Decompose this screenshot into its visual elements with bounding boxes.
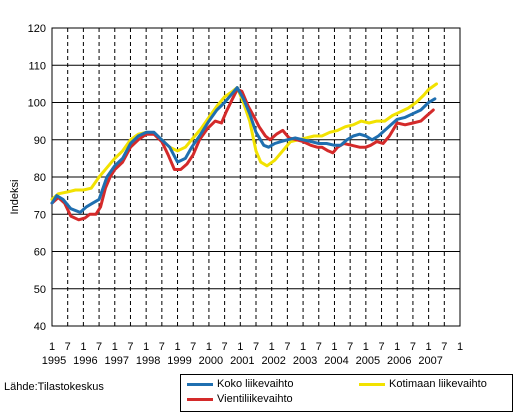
x-year-label: 2005 (356, 355, 380, 367)
series-line-vienti (50, 88, 435, 222)
x-month-label: 1 (300, 341, 306, 353)
y-tick-label: 50 (34, 284, 46, 296)
x-month-label: 7 (316, 341, 322, 353)
legend-item-koko: Koko liikevaihto (187, 378, 293, 390)
legend-label-koko: Koko liikevaihto (217, 378, 294, 390)
y-tick-label: 40 (34, 321, 46, 333)
legend-label-vienti: Vientiliikevaihto (217, 393, 293, 405)
x-year-label: 2007 (418, 355, 442, 367)
x-year-label: 2002 (261, 355, 285, 367)
series-line-koko (50, 86, 437, 214)
x-month-label: 7 (347, 341, 353, 353)
x-year-label: 1995 (42, 355, 66, 367)
x-month-label: 1 (394, 341, 400, 353)
source-note: Lähde:Tilastokeskus (4, 381, 104, 393)
x-month-label: 1 (457, 341, 463, 353)
x-year-label: 2004 (324, 355, 348, 367)
x-year-label: 2000 (199, 355, 223, 367)
x-month-label: 1 (237, 341, 243, 353)
y-tick-label: 110 (28, 60, 46, 72)
y-tick-label: 70 (34, 209, 46, 221)
legend-swatch-kotimaa (359, 382, 385, 386)
x-month-label: 1 (426, 341, 432, 353)
x-month-label: 1 (363, 341, 369, 353)
x-year-label: 2001 (230, 355, 254, 367)
legend-item-vienti: Vientiliikevaihto (187, 393, 293, 405)
y-tick-label: 80 (34, 172, 46, 184)
legend-swatch-vienti (187, 397, 213, 401)
y-tick-label: 60 (34, 247, 46, 259)
legend: Koko liikevaihto Kotimaan liikevaihto Vi… (180, 374, 513, 412)
x-year-label: 1999 (167, 355, 191, 367)
x-month-label: 1 (112, 341, 118, 353)
x-month-label: 1 (269, 341, 275, 353)
x-month-label: 1 (49, 341, 55, 353)
x-month-label: 7 (378, 341, 384, 353)
y-tick-label: 120 (28, 23, 46, 35)
legend-swatch-koko (187, 382, 213, 386)
x-month-label: 1 (331, 341, 337, 353)
plot-frame (51, 27, 461, 327)
x-month-label: 1 (206, 341, 212, 353)
x-month-label: 1 (174, 341, 180, 353)
x-month-label: 7 (190, 341, 196, 353)
legend-label-kotimaa: Kotimaan liikevaihto (389, 378, 487, 390)
y-tick-label: 100 (28, 98, 46, 110)
x-month-label: 1 (80, 341, 86, 353)
x-month-label: 7 (159, 341, 165, 353)
x-month-label: 7 (284, 341, 290, 353)
x-month-label: 7 (96, 341, 102, 353)
x-year-label: 2006 (387, 355, 411, 367)
x-month-label: 7 (222, 341, 228, 353)
legend-item-kotimaa: Kotimaan liikevaihto (359, 378, 487, 390)
x-year-label: 1996 (73, 355, 97, 367)
grid (52, 28, 460, 326)
y-axis-title: Indeksi (9, 180, 21, 215)
x-month-label: 7 (127, 341, 133, 353)
x-year-label: 2003 (293, 355, 317, 367)
x-month-label: 1 (143, 341, 149, 353)
x-month-label: 7 (253, 341, 259, 353)
x-year-label: 1998 (136, 355, 160, 367)
x-month-label: 7 (410, 341, 416, 353)
series-line-kotimaa (50, 82, 438, 201)
series-lines (50, 82, 438, 222)
x-month-label: 7 (65, 341, 71, 353)
x-month-label: 7 (441, 341, 447, 353)
x-year-label: 1997 (105, 355, 129, 367)
y-tick-label: 90 (34, 135, 46, 147)
